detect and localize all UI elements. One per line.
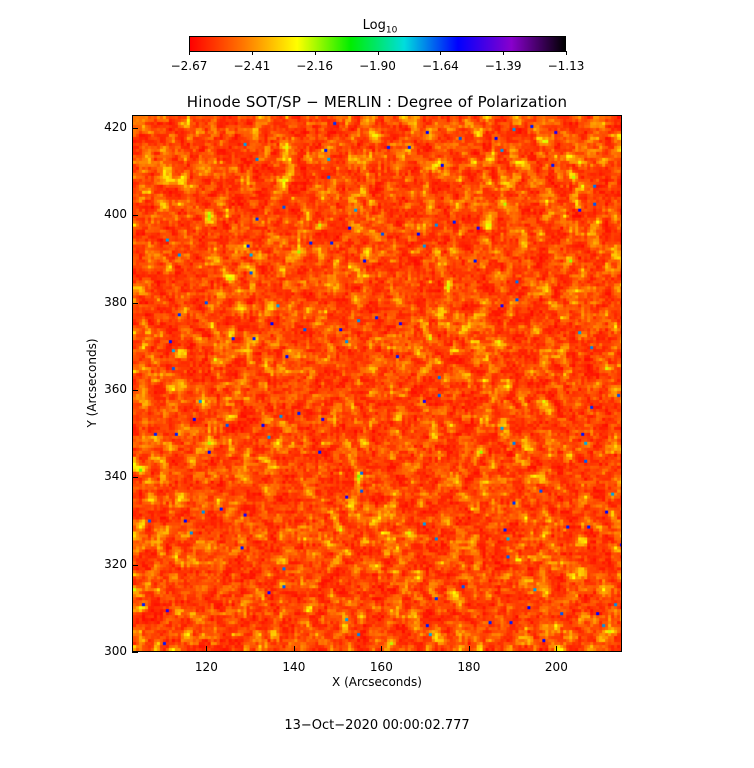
x-tick bbox=[556, 646, 558, 652]
colorbar bbox=[189, 36, 566, 52]
colorbar-title: Log10 bbox=[362, 18, 398, 36]
x-tick-label: 200 bbox=[544, 660, 568, 674]
colorbar-tick bbox=[314, 51, 316, 55]
y-tick-label: 320 bbox=[104, 556, 127, 571]
y-tick bbox=[132, 652, 138, 653]
colorbar-tick bbox=[566, 51, 567, 55]
x-tick-label: 160 bbox=[369, 660, 393, 674]
y-axis-label: Y (Arcseconds) bbox=[85, 338, 99, 428]
x-tick-label: 120 bbox=[194, 660, 218, 674]
y-tick bbox=[132, 390, 138, 392]
x-tick bbox=[206, 646, 208, 652]
colorbar-tick bbox=[251, 51, 253, 55]
colorbar-tick-label: −2.67 bbox=[170, 59, 208, 73]
y-tick bbox=[132, 128, 138, 130]
colorbar-tick-label: −1.90 bbox=[359, 59, 396, 73]
y-tick-label: 300 bbox=[104, 644, 127, 658]
colorbar-tick-label: −1.64 bbox=[421, 59, 459, 73]
y-tick-label: 360 bbox=[104, 382, 127, 397]
colorbar-tick bbox=[503, 51, 505, 55]
observation-timestamp: 13−Oct−2020 00:00:02.777 bbox=[284, 718, 470, 733]
y-tick-label: 400 bbox=[104, 207, 127, 222]
chart-title: Hinode SOT/SP − MERLIN : Degree of Polar… bbox=[186, 93, 568, 111]
colorbar-tick bbox=[440, 51, 442, 55]
y-tick bbox=[132, 477, 138, 479]
y-tick-label: 380 bbox=[104, 294, 127, 309]
colorbar-tick-label: −1.13 bbox=[547, 59, 585, 73]
colorbar-tick-label: −2.16 bbox=[296, 59, 334, 73]
colorbar-tick-label: −2.41 bbox=[233, 59, 271, 73]
x-tick bbox=[468, 646, 470, 652]
y-tick bbox=[132, 215, 138, 217]
x-tick-label: 140 bbox=[282, 660, 306, 674]
x-tick bbox=[381, 646, 383, 652]
polarization-heatmap bbox=[133, 116, 621, 651]
y-tick bbox=[132, 302, 138, 304]
y-tick-label: 340 bbox=[104, 469, 127, 484]
heatmap-plot-area bbox=[132, 115, 622, 652]
colorbar-tick bbox=[377, 51, 379, 55]
x-tick bbox=[293, 646, 295, 652]
y-tick-label: 420 bbox=[104, 120, 127, 135]
colorbar-tick-label: −1.39 bbox=[484, 59, 522, 73]
y-tick bbox=[132, 564, 138, 566]
colorbar-tick bbox=[189, 51, 190, 55]
x-axis-label: X (Arcseconds) bbox=[332, 675, 422, 689]
x-tick-label: 180 bbox=[457, 660, 481, 674]
